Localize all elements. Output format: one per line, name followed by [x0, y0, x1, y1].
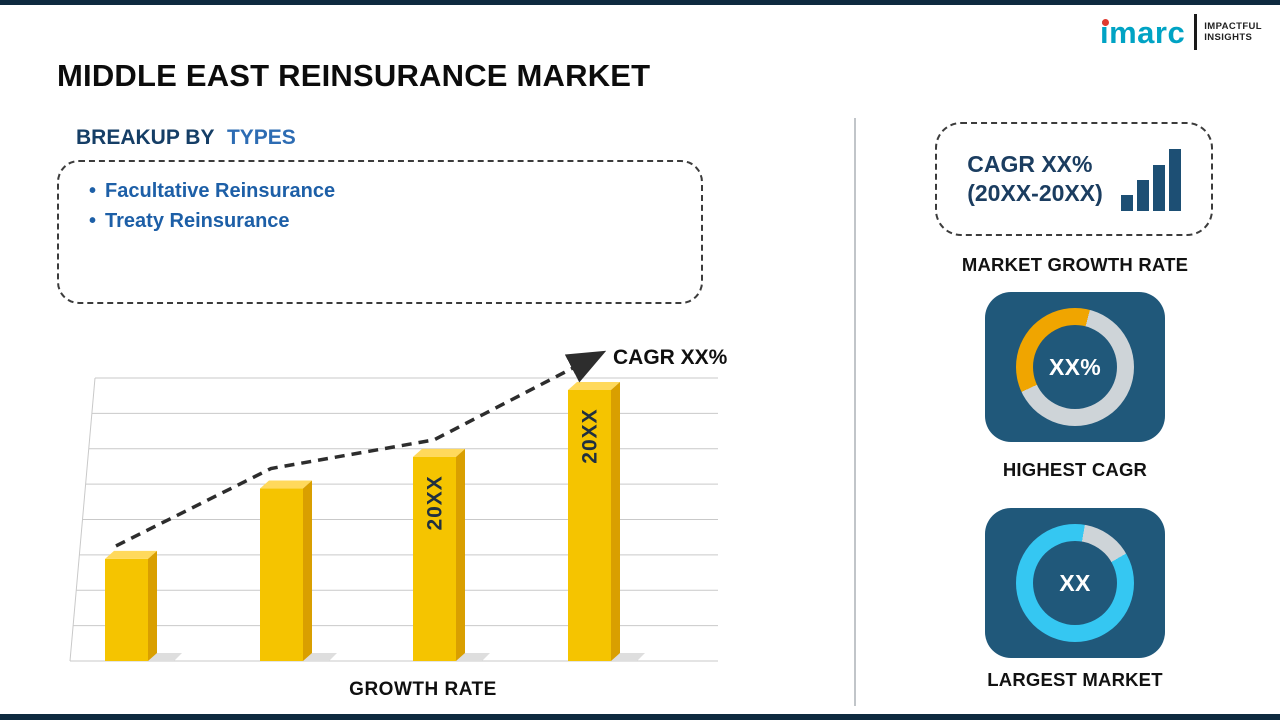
page-title: MIDDLE EAST REINSURANCE MARKET	[57, 58, 651, 93]
bar-side	[148, 550, 157, 661]
logo-tagline: IMPACTFUL INSIGHTS	[1204, 21, 1262, 44]
cagr-value: CAGR XX%	[967, 151, 1093, 177]
breakup-heading: BREAKUP BY TYPES	[76, 126, 296, 150]
bar-front	[260, 488, 303, 661]
grid-wall-edge	[69, 377, 96, 662]
growth-chart: CAGR XX% GROWTH RATE 20XX 20XX	[55, 333, 735, 708]
bar-front	[413, 456, 456, 661]
types-list: Facultative Reinsurance Treaty Reinsuran…	[89, 176, 701, 236]
logo-brand: imarc	[1100, 17, 1185, 48]
logo-divider	[1194, 14, 1198, 50]
donut-chart-largest-market: XX	[1016, 524, 1134, 642]
bar-shadow	[303, 653, 337, 661]
donut-chart-highest-cagr: XX%	[1016, 308, 1134, 426]
logo-accent-dot-icon	[1101, 18, 1109, 26]
largest-market-label: LARGEST MARKET	[987, 669, 1163, 690]
trend-arrow	[115, 350, 607, 548]
bar-shadow	[148, 653, 182, 661]
bar-label: 20XX	[579, 408, 602, 463]
bar-top	[413, 448, 465, 457]
bar-front	[105, 558, 148, 661]
donut-value: XX	[1059, 569, 1091, 596]
imarc-logo: imarc IMPACTFUL INSIGHTS	[1100, 14, 1262, 50]
bar-top	[260, 480, 312, 489]
cagr-box: CAGR XX% (20XX-20XX)	[935, 122, 1213, 236]
growth-chart-svg: CAGR XX% GROWTH RATE 20XX 20XX	[69, 346, 728, 700]
bar-front	[568, 390, 611, 661]
bar-label: 20XX	[424, 475, 447, 530]
highest-cagr-label: HIGHEST CAGR	[1002, 459, 1148, 480]
bar-side	[456, 448, 465, 661]
cagr-text: CAGR XX% (20XX-20XX)	[967, 150, 1103, 208]
logo-brand-text: imarc	[1099, 14, 1186, 50]
cagr-period: (20XX-20XX)	[967, 180, 1103, 206]
bar-top	[568, 382, 620, 390]
breakup-heading-highlight: TYPES	[226, 126, 296, 149]
bar-shadow	[611, 653, 645, 661]
highest-cagr-card: XX%	[985, 292, 1165, 442]
market-growth-rate-label: MARKET GROWTH RATE	[961, 254, 1189, 275]
bottom-border	[0, 714, 1280, 720]
bar-shadow	[456, 653, 490, 661]
types-box: Facultative Reinsurance Treaty Reinsuran…	[57, 160, 703, 304]
list-item: Treaty Reinsurance	[89, 206, 701, 236]
breakup-heading-prefix: BREAKUP BY	[76, 126, 215, 149]
bar-chart-icon	[1120, 147, 1181, 211]
bar-top	[105, 550, 157, 559]
logo-tagline-line2: INSIGHTS	[1204, 32, 1253, 43]
largest-market-card: XX	[985, 508, 1165, 658]
vertical-divider	[854, 118, 856, 706]
donut-value: XX%	[1048, 353, 1102, 380]
bar-side	[303, 480, 312, 661]
logo-tagline-line1: IMPACTFUL	[1204, 20, 1262, 32]
list-item: Facultative Reinsurance	[89, 176, 701, 206]
bar-side	[611, 382, 620, 661]
cagr-annotation: CAGR XX%	[613, 346, 728, 369]
x-axis-label: GROWTH RATE	[349, 679, 497, 700]
top-border	[0, 0, 1280, 5]
